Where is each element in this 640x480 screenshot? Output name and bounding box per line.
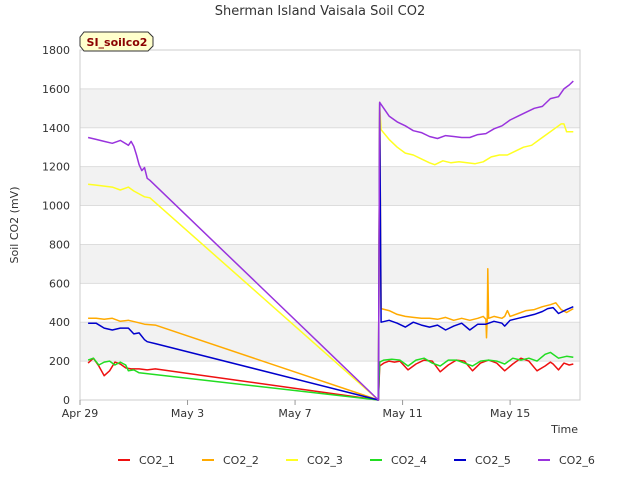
series-line <box>87 351 574 401</box>
x-tick-label: May 11 <box>382 407 422 420</box>
legend-item[interactable]: CO2_4 <box>370 454 427 467</box>
series-co2-5 <box>88 101 574 401</box>
y-tick-labels: 0 200 400 600 800 1000 1200 1400 1600 1800 <box>42 44 70 407</box>
legend-label: CO2_4 <box>391 454 427 467</box>
x-tick-label: May 7 <box>278 407 311 420</box>
series-co2-6 <box>87 80 574 401</box>
y-tick-label: 600 <box>49 277 70 290</box>
legend-item[interactable]: CO2_6 <box>538 454 595 467</box>
y-axis-label: Soil CO2 (mV) <box>8 187 21 264</box>
plot-band <box>80 205 580 245</box>
x-tick-label: May 15 <box>490 407 530 420</box>
plot-band <box>80 127 580 167</box>
y-tick-label: 1200 <box>42 161 70 174</box>
plot-frame <box>79 49 581 401</box>
site-badge: SI_soilco2 <box>79 31 154 52</box>
plot-band <box>80 88 580 128</box>
plot-band <box>80 244 580 284</box>
plot-band <box>80 283 580 323</box>
site-badge-box <box>79 31 154 52</box>
series-layer <box>87 80 574 401</box>
series-line <box>88 105 574 401</box>
series-co2-2 <box>88 101 574 401</box>
y-tick-label: 1400 <box>42 122 70 135</box>
series-line <box>87 80 574 401</box>
series-co2-3 <box>88 105 574 401</box>
legend-label: CO2_5 <box>475 454 511 467</box>
legend: CO2_1 CO2_2 CO2_3 CO2_4 CO2_5 CO2_6 <box>118 454 595 467</box>
x-tick-label: Apr 29 <box>62 407 99 420</box>
y-tick-label: 0 <box>63 394 70 407</box>
y-tick-label: 1800 <box>42 44 70 57</box>
site-badge-label: SI_soilco2 <box>87 36 148 49</box>
x-axis-label: Time <box>550 423 578 436</box>
x-tick-labels: Apr 29 May 3 May 7 May 11 May 15 <box>62 400 530 420</box>
plot-band <box>80 50 580 89</box>
plot-band <box>80 166 580 206</box>
chart-title: Sherman Island Vaisala Soil CO2 <box>215 4 425 19</box>
legend-item[interactable]: CO2_1 <box>118 454 175 467</box>
y-tick-label: 800 <box>49 238 70 251</box>
legend-label: CO2_2 <box>223 454 259 467</box>
legend-label: CO2_6 <box>559 454 595 467</box>
series-line <box>88 101 574 401</box>
legend-item[interactable]: CO2_3 <box>286 454 343 467</box>
legend-item[interactable]: CO2_5 <box>454 454 511 467</box>
legend-label: CO2_3 <box>307 454 343 467</box>
legend-item[interactable]: CO2_2 <box>202 454 259 467</box>
y-tick-label: 400 <box>49 316 70 329</box>
series-co2-4 <box>87 351 574 401</box>
y-tick-label: 1000 <box>42 200 70 213</box>
plot-band <box>80 322 580 362</box>
y-tick-label: 1600 <box>42 83 70 96</box>
x-tick-label: May 3 <box>171 407 204 420</box>
y-tick-label: 200 <box>49 355 70 368</box>
legend-label: CO2_1 <box>139 454 175 467</box>
plot-background-bands <box>80 50 580 400</box>
series-line <box>88 101 574 401</box>
